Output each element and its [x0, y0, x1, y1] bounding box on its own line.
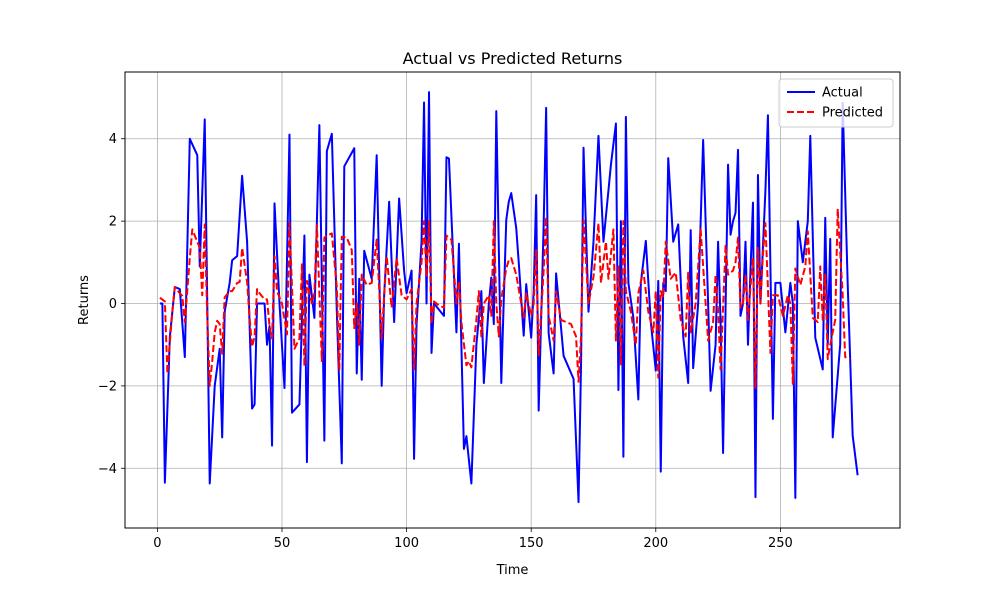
- series-line-predicted: [159, 207, 851, 389]
- x-tick-label: 150: [519, 536, 544, 551]
- plot-frame: [124, 71, 901, 529]
- y-tick-label: 2: [109, 215, 117, 230]
- x-tick-label: 100: [394, 536, 419, 551]
- x-tick-label: 50: [274, 536, 291, 551]
- y-tick-label: −2: [98, 379, 117, 394]
- y-tick-label: 4: [109, 132, 117, 147]
- series-layer: [159, 91, 859, 504]
- series-line-actual: [159, 91, 859, 504]
- x-tick-label: 200: [643, 536, 668, 551]
- y-tick-label: 0: [109, 297, 117, 312]
- chart-title: Actual vs Predicted Returns: [403, 49, 623, 68]
- x-axis-label: Time: [496, 563, 529, 578]
- x-tick-label: 0: [153, 536, 161, 551]
- plot-area: [125, 72, 900, 528]
- y-axis-label: Returns: [77, 275, 92, 325]
- legend-label-actual: Actual: [822, 86, 863, 101]
- y-tick-label: −4: [98, 462, 117, 477]
- legend-label-predicted: Predicted: [822, 106, 883, 121]
- ticks: 0 50 100 150 200 250 −4 −2 0 2 4: [98, 132, 793, 551]
- legend: Actual Predicted: [778, 78, 894, 128]
- x-tick-label: 250: [768, 536, 793, 551]
